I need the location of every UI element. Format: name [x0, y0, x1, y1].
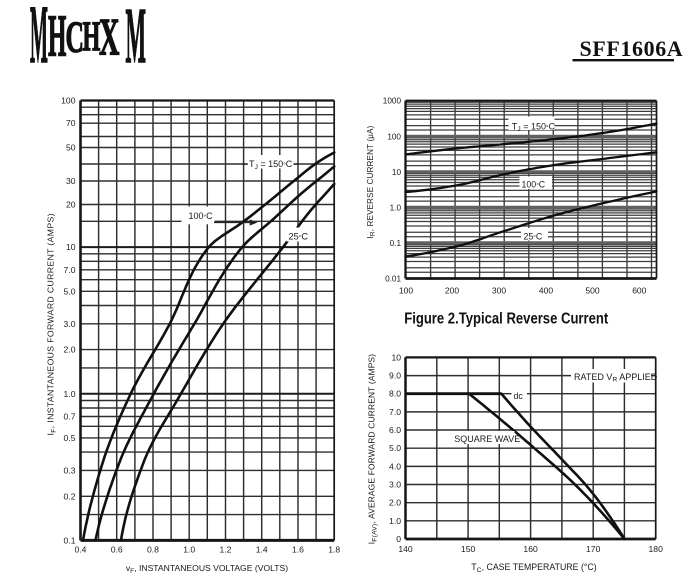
svg-text:0.6: 0.6 — [111, 544, 123, 554]
svg-text:1.0: 1.0 — [389, 516, 401, 526]
svg-text:180: 180 — [649, 544, 664, 554]
svg-text:100: 100 — [387, 132, 401, 141]
svg-text:TJ = 150°C: TJ = 150°C — [512, 121, 556, 133]
svg-text:70: 70 — [66, 118, 76, 128]
svg-text:0.1: 0.1 — [390, 239, 402, 248]
svg-text:0.3: 0.3 — [64, 465, 76, 475]
svg-text:0.2: 0.2 — [64, 491, 76, 501]
svg-text:0.1: 0.1 — [64, 535, 76, 545]
svg-text:C: C — [66, 12, 84, 61]
svg-text:1000: 1000 — [383, 97, 402, 106]
svg-text:10: 10 — [391, 352, 401, 362]
svg-text:M: M — [30, 0, 48, 80]
svg-text:100: 100 — [61, 96, 76, 106]
svg-text:100: 100 — [399, 286, 413, 296]
svg-text:160: 160 — [523, 544, 538, 554]
svg-text:0.8: 0.8 — [147, 544, 159, 554]
svg-text:20: 20 — [66, 200, 76, 210]
svg-text:400: 400 — [539, 286, 553, 296]
svg-text:SQUARE WAVE: SQUARE WAVE — [454, 434, 520, 444]
svg-text:2.0: 2.0 — [64, 345, 76, 355]
svg-text:X: X — [99, 8, 120, 67]
svg-text:1.4: 1.4 — [256, 544, 268, 554]
svg-text:1.8: 1.8 — [328, 544, 340, 554]
svg-text:25°C: 25°C — [524, 231, 543, 241]
svg-text:170: 170 — [586, 544, 601, 554]
svg-text:300: 300 — [492, 286, 506, 296]
svg-text:H: H — [83, 13, 101, 60]
svg-text:10: 10 — [66, 242, 76, 252]
svg-text:10: 10 — [392, 168, 402, 177]
svg-text:RATED VR APPLIED: RATED VR APPLIED — [574, 372, 658, 384]
svg-text:1.0: 1.0 — [183, 544, 195, 554]
svg-text:3.0: 3.0 — [64, 319, 76, 329]
svg-text:7.0: 7.0 — [64, 265, 76, 275]
svg-text:vF, INSTANTANEOUS VOLTAGE (VOL: vF, INSTANTANEOUS VOLTAGE (VOLTS) — [126, 563, 288, 575]
svg-text:M: M — [126, 0, 147, 80]
svg-text:TC, CASE TEMPERATURE (°C): TC, CASE TEMPERATURE (°C) — [471, 562, 596, 574]
svg-text:dc: dc — [514, 391, 524, 401]
svg-text:1.0: 1.0 — [390, 203, 402, 212]
svg-text:140: 140 — [398, 544, 413, 554]
svg-text:150: 150 — [461, 544, 476, 554]
svg-text:Figure 2.Typical Reverse Cur: Figure 2.Typical Reverse Current — [404, 311, 608, 328]
svg-text:7.0: 7.0 — [389, 407, 401, 417]
svg-text:100°C: 100°C — [522, 180, 546, 190]
svg-text:IF, INSTANTANEOUS FORWARD CURR: IF, INSTANTANEOUS FORWARD CURRENT (AMPS) — [46, 213, 58, 435]
svg-text:5.0: 5.0 — [64, 286, 76, 296]
svg-text:1.6: 1.6 — [292, 544, 304, 554]
svg-text:IR, REVERSE CURRENT (μA): IR, REVERSE CURRENT (μA) — [366, 125, 377, 238]
svg-text:600: 600 — [632, 286, 646, 296]
svg-text:50: 50 — [66, 143, 76, 153]
svg-text:500: 500 — [585, 286, 599, 296]
svg-text:0.7: 0.7 — [64, 412, 76, 422]
svg-text:H: H — [48, 3, 66, 69]
svg-text:6.0: 6.0 — [389, 425, 401, 435]
svg-text:5.0: 5.0 — [389, 443, 401, 453]
svg-text:100°C: 100°C — [189, 211, 214, 221]
svg-text:0.01: 0.01 — [385, 275, 401, 284]
svg-text:SFF1606A: SFF1606A — [580, 36, 684, 61]
svg-text:3.0: 3.0 — [389, 480, 401, 490]
svg-text:200: 200 — [445, 286, 459, 296]
svg-text:2.0: 2.0 — [389, 498, 401, 508]
svg-text:0: 0 — [396, 534, 401, 544]
svg-text:4.0: 4.0 — [389, 461, 401, 471]
svg-text:9.0: 9.0 — [389, 371, 401, 381]
svg-text:TJ = 150°C: TJ = 150°C — [249, 159, 293, 171]
svg-text:0.4: 0.4 — [75, 544, 87, 554]
svg-text:0.5: 0.5 — [64, 433, 76, 443]
svg-text:25°C: 25°C — [289, 231, 309, 241]
svg-text:8.0: 8.0 — [389, 389, 401, 399]
svg-text:1.0: 1.0 — [64, 389, 76, 399]
svg-text:30: 30 — [66, 176, 76, 186]
svg-text:1.2: 1.2 — [220, 544, 232, 554]
svg-text:IF(AV), AVERAGE FORWARD CURREN: IF(AV), AVERAGE FORWARD CURRENT (AMPS) — [367, 354, 379, 545]
